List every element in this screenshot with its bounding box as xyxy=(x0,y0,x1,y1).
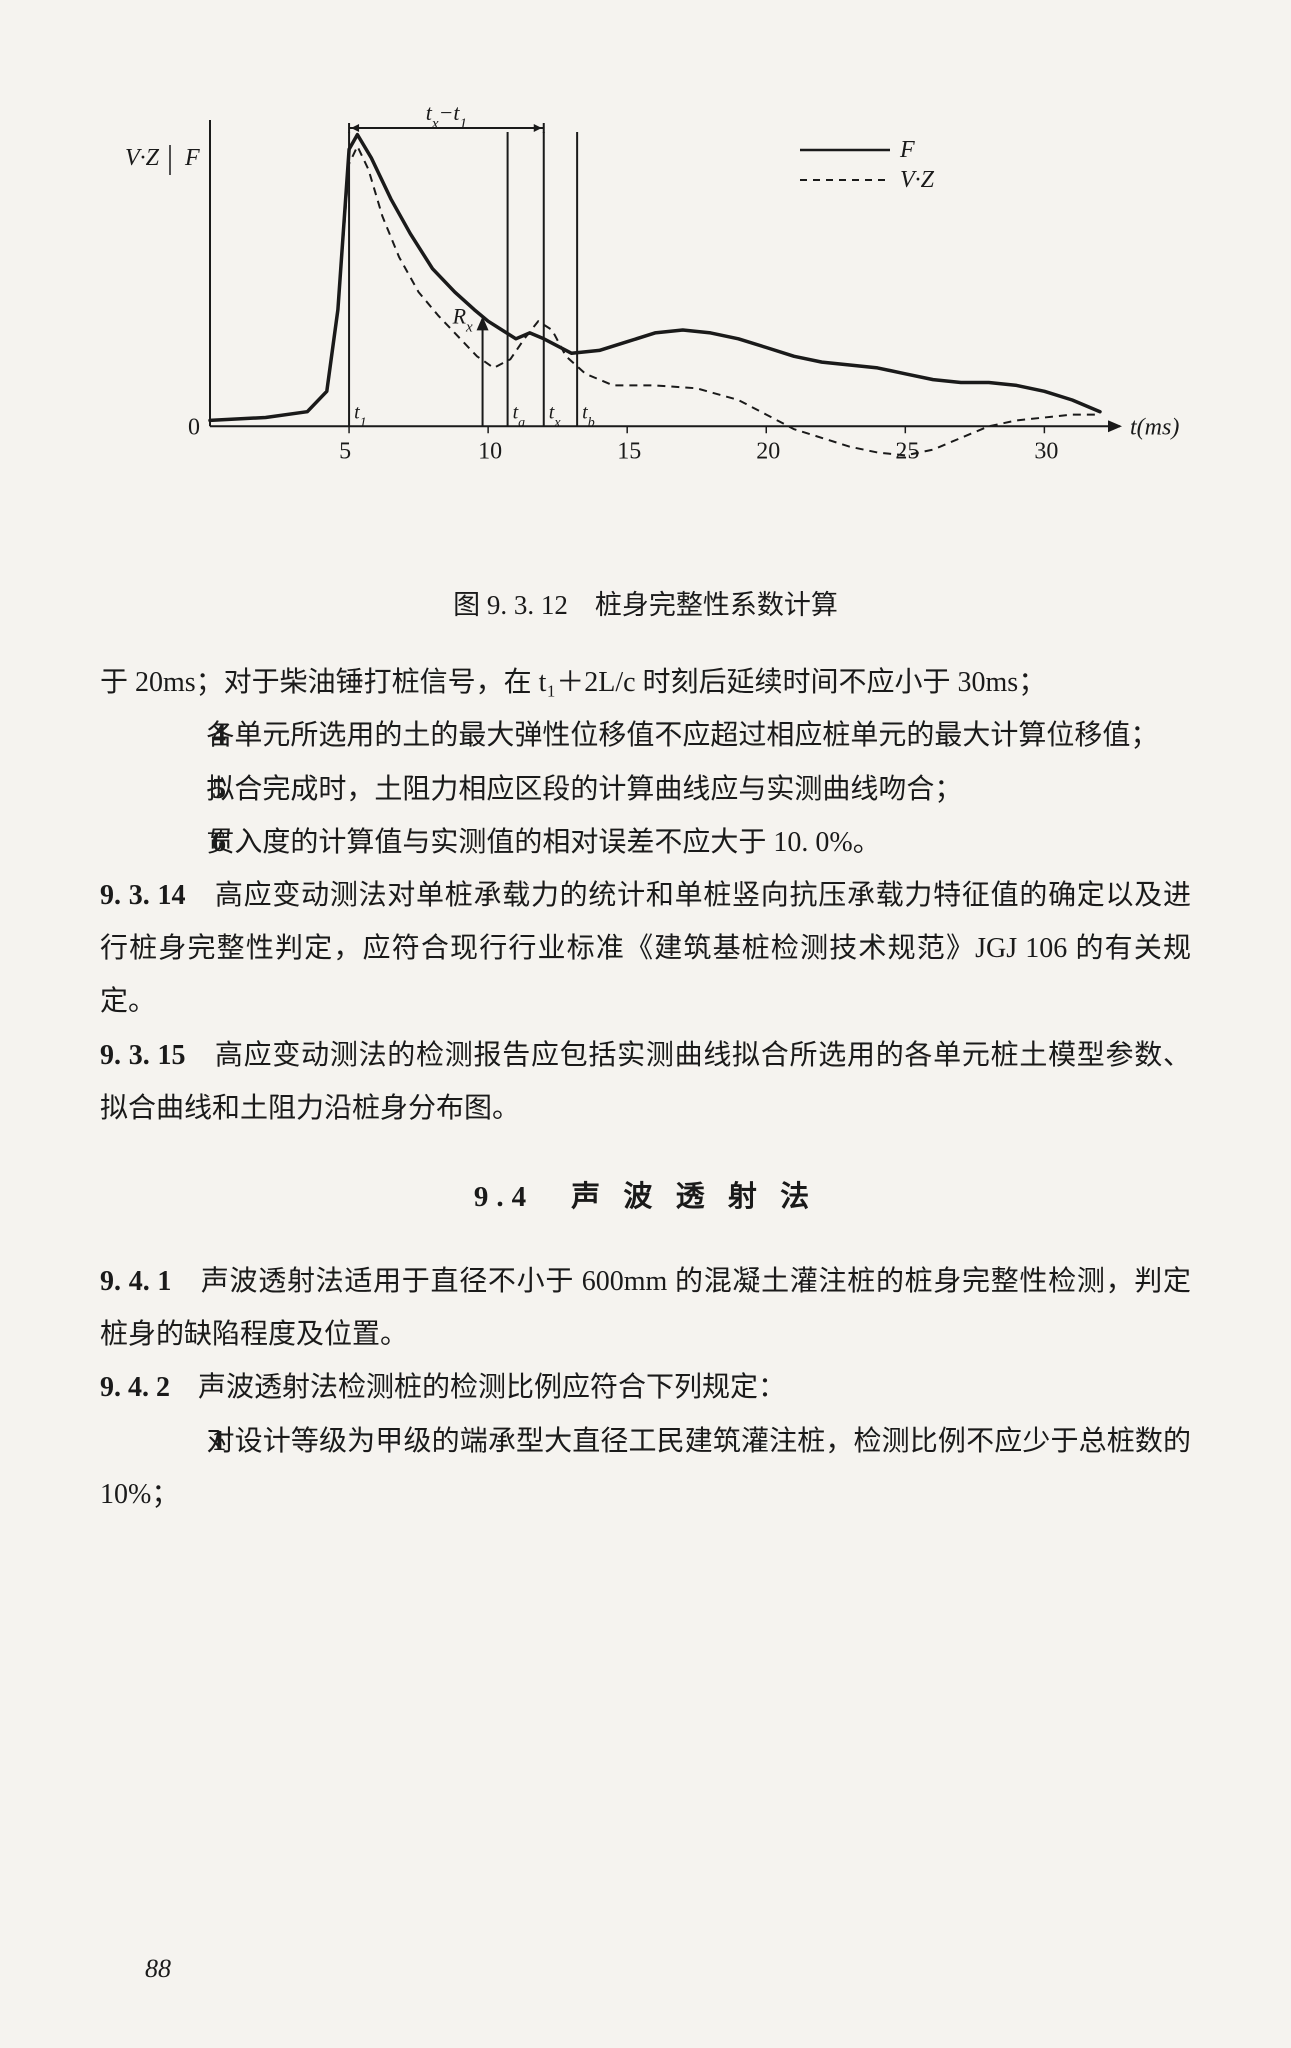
text-p6: 9. 3. 15 高应变动测法的检测报告应包括实测曲线拟合所选用的各单元桩土模型… xyxy=(100,1029,1191,1135)
page-number: 88 xyxy=(145,1944,171,1993)
svg-text:25: 25 xyxy=(895,438,919,464)
svg-text:30: 30 xyxy=(1034,438,1058,464)
sec-9-4-1: 9. 4. 1 xyxy=(100,1266,171,1297)
text-p3: 5 拟合完成时，土阻力相应区段的计算曲线应与实测曲线吻合； xyxy=(100,763,1191,816)
sec-9-4-2: 9. 4. 2 xyxy=(100,1372,170,1403)
svg-text:5: 5 xyxy=(339,438,351,464)
text-p1: 于 20ms；对于柴油锤打桩信号，在 t₁＋2L/c 时刻后延续时间不应小于 3… xyxy=(100,656,1191,709)
p7-text: 声波透射法适用于直径不小于 600mm 的混凝土灌注桩的桩身完整性检测，判定桩身… xyxy=(100,1266,1191,1350)
svg-text:0: 0 xyxy=(188,414,200,440)
text-p7: 9. 4. 1 声波透射法适用于直径不小于 600mm 的混凝土灌注桩的桩身完整… xyxy=(100,1255,1191,1361)
figure-9-3-12: V·ZF0t(ms)51015202530tx−t1t1tatxtbRxFV·Z xyxy=(100,80,1191,560)
p6-text: 高应变动测法的检测报告应包括实测曲线拟合所选用的各单元桩土模型参数、拟合曲线和土… xyxy=(100,1040,1191,1124)
svg-text:F: F xyxy=(899,137,915,163)
text-p5: 9. 3. 14 高应变动测法对单桩承载力的统计和单桩竖向抗压承载力特征值的确定… xyxy=(100,869,1191,1029)
figure-caption: 图 9. 3. 12 桩身完整性系数计算 xyxy=(100,580,1191,631)
item-num-4: 4 xyxy=(156,709,190,762)
sec-9-3-15: 9. 3. 15 xyxy=(100,1040,185,1071)
text-p2: 4 各单元所选用的土的最大弹性位移值不应超过相应桩单元的最大计算位移值； xyxy=(100,709,1191,762)
svg-text:V·Z: V·Z xyxy=(125,145,160,171)
p3-text: 拟合完成时，土阻力相应区段的计算曲线应与实测曲线吻合； xyxy=(206,774,962,805)
svg-text:15: 15 xyxy=(617,438,641,464)
sec-9-3-14: 9. 3. 14 xyxy=(100,880,185,911)
p8-text: 声波透射法检测桩的检测比例应符合下列规定： xyxy=(170,1372,786,1403)
item-num-5: 5 xyxy=(156,763,190,816)
p4-text: 贯入度的计算值与实测值的相对误差不应大于 10. 0%。 xyxy=(206,827,880,858)
svg-text:Rx: Rx xyxy=(452,303,473,335)
svg-text:t(ms): t(ms) xyxy=(1130,414,1179,440)
p5-text: 高应变动测法对单桩承载力的统计和单桩竖向抗压承载力特征值的确定以及进行桩身完整性… xyxy=(100,880,1191,1017)
item-num-6: 6 xyxy=(156,816,190,869)
svg-text:20: 20 xyxy=(756,438,780,464)
text-p4: 6 贯入度的计算值与实测值的相对误差不应大于 10. 0%。 xyxy=(100,816,1191,869)
body-text: 于 20ms；对于柴油锤打桩信号，在 t₁＋2L/c 时刻后延续时间不应小于 3… xyxy=(100,656,1191,1521)
text-p8: 9. 4. 2 声波透射法检测桩的检测比例应符合下列规定： xyxy=(100,1361,1191,1414)
svg-text:10: 10 xyxy=(478,438,502,464)
figure-svg: V·ZF0t(ms)51015202530tx−t1t1tatxtbRxFV·Z xyxy=(100,80,1190,540)
p9-text: 对设计等级为甲级的端承型大直径工民建筑灌注桩，检测比例不应少于总桩数的 10%； xyxy=(100,1426,1191,1510)
text-p9: 1对设计等级为甲级的端承型大直径工民建筑灌注桩，检测比例不应少于总桩数的 10%… xyxy=(100,1415,1191,1521)
p2-text: 各单元所选用的土的最大弹性位移值不应超过相应桩单元的最大计算位移值； xyxy=(206,720,1158,751)
svg-text:F: F xyxy=(184,145,200,171)
item-num-1: 1 xyxy=(156,1415,190,1468)
svg-text:V·Z: V·Z xyxy=(900,167,935,193)
section-9-4-title: 9.4 声 波 透 射 法 xyxy=(100,1170,1191,1225)
